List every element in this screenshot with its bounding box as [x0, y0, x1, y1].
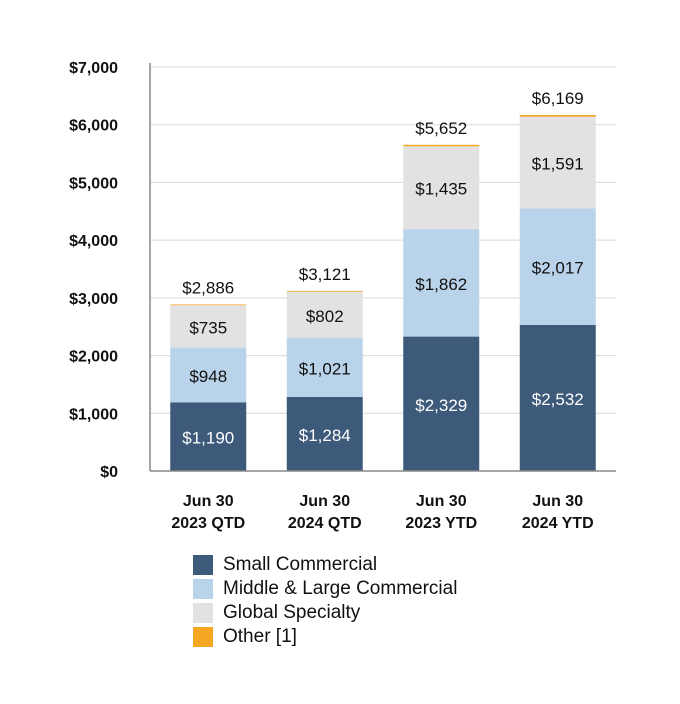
- bar-segment: [286, 337, 363, 397]
- y-axis-ticks: $0 $1,000 $2,000 $3,000 $4,000 $5,000 $6,000 $7…: [69, 60, 118, 481]
- bars: [170, 114, 596, 471]
- bar-segment: [519, 116, 596, 209]
- x-tick-label: Jun 30: [183, 493, 234, 510]
- total-value-label: $6,169: [532, 89, 584, 108]
- bar-segment: [403, 336, 480, 471]
- y-tick-label: $3,000: [69, 291, 118, 308]
- segment-value-label: $1,284: [299, 426, 351, 445]
- bar-segment: [170, 305, 247, 348]
- bar-segment: [286, 291, 363, 338]
- legend-swatch: [193, 555, 213, 575]
- segment-value-label: $1,591: [532, 155, 584, 174]
- x-tick-label: Jun 30: [532, 493, 583, 510]
- segment-value-label: $1,190: [182, 429, 234, 448]
- segment-value-label: $948: [189, 367, 227, 386]
- segment-labels: $1,190 $948 $735 $1,284 $1,021 $802 $2,329 $1,8…: [182, 155, 584, 448]
- y-tick-label: $2,000: [69, 349, 118, 366]
- legend-item: Middle & Large Commercial: [193, 577, 457, 601]
- segment-value-label: $2,017: [532, 259, 584, 278]
- legend-label: Small Commercial: [223, 554, 378, 575]
- legend-swatch: [193, 579, 213, 599]
- x-tick-label: 2023 QTD: [171, 515, 245, 532]
- x-tick-label: 2024 YTD: [522, 515, 594, 532]
- legend-item: Global Specialty: [193, 601, 457, 625]
- segment-value-label: $1,021: [299, 359, 351, 378]
- total-value-label: $5,652: [415, 119, 467, 138]
- y-tick-label: $5,000: [69, 175, 118, 192]
- segment-value-label: $735: [189, 318, 227, 337]
- legend-label: Global Specialty: [223, 602, 361, 623]
- x-tick-label: Jun 30: [299, 493, 350, 510]
- y-tick-label: $7,000: [69, 60, 118, 77]
- legend-label: Other [1]: [223, 626, 297, 647]
- bar-segment: [519, 208, 596, 325]
- stacked-bar-chart: $1,190 $948 $735 $1,284 $1,021 $802 $2,329 $1,8…: [69, 60, 616, 532]
- bar-segment: [170, 347, 247, 403]
- segment-value-label: $1,862: [415, 275, 467, 294]
- y-tick-label: $1,000: [69, 406, 118, 423]
- y-tick-label: $4,000: [69, 233, 118, 250]
- legend-item: Small Commercial: [193, 553, 457, 577]
- legend-swatch: [193, 603, 213, 623]
- bar-segment: [403, 146, 480, 230]
- legend-item: Other [1]: [193, 625, 457, 649]
- bar-segment: [170, 402, 247, 471]
- bar-segment: [403, 144, 480, 147]
- segment-value-label: $2,532: [532, 390, 584, 409]
- bar-segment: [519, 114, 596, 117]
- x-axis-ticks: Jun 30 2023 QTD Jun 30 2024 QTD Jun 30 2023 Y…: [171, 493, 593, 532]
- y-tick-label: $0: [100, 464, 118, 481]
- bar-segment: [286, 290, 363, 292]
- segment-value-label: $1,435: [415, 180, 467, 199]
- x-tick-label: 2023 YTD: [405, 515, 477, 532]
- segment-value-label: $802: [306, 307, 344, 326]
- legend-swatch: [193, 627, 213, 647]
- bar-segment: [286, 396, 363, 471]
- bar-segment: [403, 229, 480, 337]
- x-tick-label: 2024 QTD: [288, 515, 362, 532]
- legend-label: Middle & Large Commercial: [223, 578, 458, 599]
- bar-segment: [170, 304, 247, 306]
- bar-segment: [519, 324, 596, 471]
- total-value-label: $3,121: [299, 265, 351, 284]
- total-value-label: $2,886: [182, 278, 234, 297]
- y-tick-label: $6,000: [69, 118, 118, 135]
- segment-value-label: $2,329: [415, 396, 467, 415]
- total-labels: $2,886 $3,121 $5,652 $6,169: [182, 89, 584, 297]
- legend: Small Commercial Middle & Large Commercia…: [193, 553, 457, 649]
- x-tick-label: Jun 30: [416, 493, 467, 510]
